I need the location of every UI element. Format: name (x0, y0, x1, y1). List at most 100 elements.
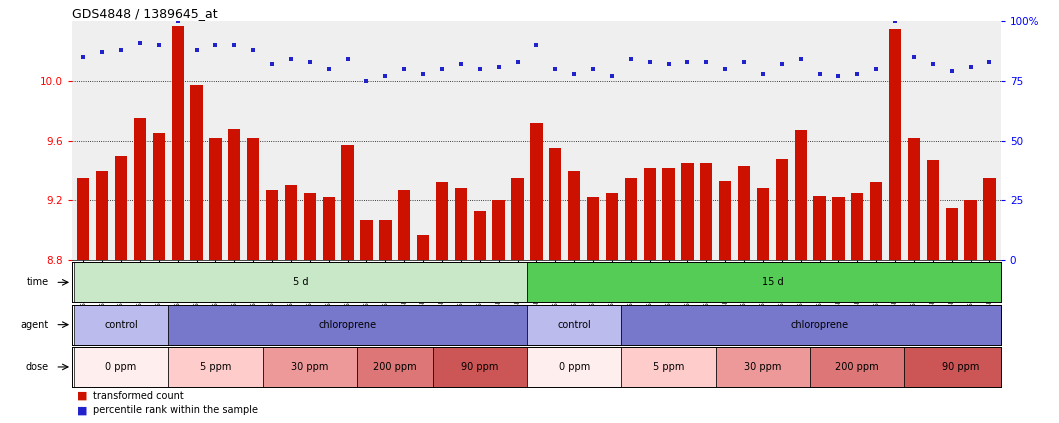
Point (302, 58, 319, 65)
Bar (133, 118, 146, 260)
Bar (266, 190, 279, 260)
Point (585, 66, 602, 72)
Point (679, 58, 696, 65)
Point (94, 49, 111, 55)
Bar (757, 189, 769, 260)
Text: transformed count: transformed count (93, 390, 184, 401)
Bar (984, 178, 995, 260)
Point (830, 73, 847, 80)
Bar (357, 347, 432, 387)
Text: 30 ppm: 30 ppm (291, 362, 328, 372)
Bar (417, 235, 429, 260)
Text: 5 ppm: 5 ppm (200, 362, 231, 372)
Bar (172, 26, 184, 260)
Bar (738, 166, 750, 260)
Bar (511, 178, 523, 260)
Text: 0 ppm: 0 ppm (558, 362, 590, 372)
Point (528, 42, 545, 49)
Bar (473, 211, 486, 260)
Bar (965, 201, 976, 260)
Point (283, 56, 300, 63)
Bar (379, 220, 392, 260)
Bar (341, 145, 354, 260)
Bar (152, 133, 165, 260)
Bar (432, 347, 527, 387)
Text: GDS4848 / 1389645_at: GDS4848 / 1389645_at (72, 7, 218, 20)
Bar (904, 347, 1018, 387)
Point (433, 66, 450, 72)
Point (169, 18, 186, 25)
Point (660, 61, 677, 68)
Text: 5 ppm: 5 ppm (652, 362, 684, 372)
Text: 15 d: 15 d (761, 277, 784, 287)
Bar (794, 130, 807, 260)
Bar (568, 170, 580, 260)
Point (811, 70, 828, 77)
Bar (550, 148, 561, 260)
Point (226, 42, 243, 49)
Point (905, 54, 922, 60)
Bar (927, 160, 939, 260)
Point (849, 70, 866, 77)
Bar (587, 198, 599, 260)
Point (75, 54, 92, 60)
Text: 30 ppm: 30 ppm (744, 362, 782, 372)
Text: dose: dose (25, 362, 49, 372)
Text: ■: ■ (77, 405, 88, 415)
Bar (436, 182, 448, 260)
Text: percentile rank within the sample: percentile rank within the sample (93, 405, 258, 415)
Point (698, 58, 715, 65)
Bar (263, 347, 357, 387)
Point (792, 56, 809, 63)
Bar (851, 193, 863, 260)
Bar (889, 29, 901, 260)
Bar (492, 201, 505, 260)
Text: 0 ppm: 0 ppm (106, 362, 137, 372)
Point (925, 61, 941, 68)
Text: control: control (104, 320, 138, 330)
Point (358, 77, 375, 84)
Bar (681, 163, 694, 260)
Point (490, 63, 507, 70)
Bar (96, 170, 108, 260)
Bar (398, 190, 411, 260)
Text: 200 ppm: 200 ppm (373, 362, 416, 372)
Bar (527, 305, 622, 345)
Bar (74, 262, 527, 302)
Point (452, 61, 469, 68)
Bar (229, 129, 240, 260)
Point (415, 70, 432, 77)
Point (131, 39, 148, 46)
Point (509, 58, 526, 65)
Point (471, 66, 488, 72)
Point (546, 66, 563, 72)
Bar (908, 137, 920, 260)
Point (886, 18, 903, 25)
Text: 90 ppm: 90 ppm (461, 362, 499, 372)
Bar (813, 196, 826, 260)
Bar (77, 178, 89, 260)
Bar (870, 182, 882, 260)
Bar (700, 163, 713, 260)
Bar (775, 159, 788, 260)
Bar (662, 168, 675, 260)
Point (641, 58, 658, 65)
Bar (644, 168, 656, 260)
Point (867, 66, 884, 72)
Bar (285, 185, 298, 260)
Point (150, 42, 167, 49)
Bar (115, 156, 127, 260)
Point (396, 66, 413, 72)
Point (377, 73, 394, 80)
Bar (168, 305, 527, 345)
Bar (74, 305, 168, 345)
Bar (622, 305, 1018, 345)
Text: time: time (26, 277, 49, 287)
Point (962, 63, 979, 70)
Bar (719, 181, 732, 260)
Bar (304, 193, 316, 260)
Text: 5 d: 5 d (292, 277, 308, 287)
Text: 200 ppm: 200 ppm (836, 362, 879, 372)
Bar (360, 220, 373, 260)
Point (320, 66, 337, 72)
